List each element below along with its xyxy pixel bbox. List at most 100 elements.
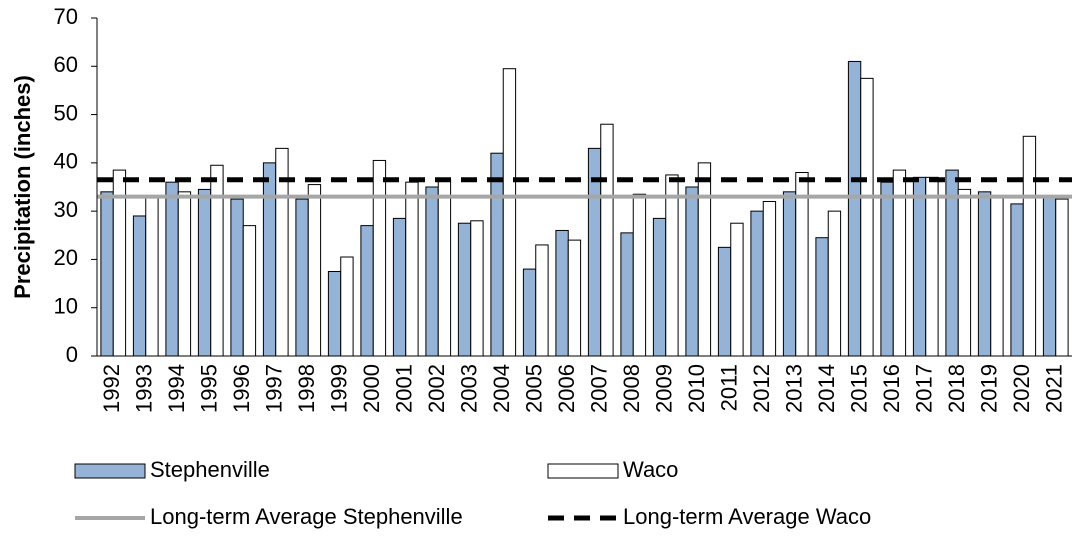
- bar: [600, 123, 614, 357]
- bar: [262, 162, 277, 357]
- bar: [750, 210, 764, 357]
- y-tick-label: 10: [54, 294, 78, 319]
- y-tick-label: 60: [54, 52, 78, 77]
- bar: [535, 244, 549, 357]
- x-tick-label: 2007: [587, 364, 612, 413]
- bar: [1042, 196, 1057, 357]
- x-tick-label: 2012: [749, 364, 774, 413]
- bar: [567, 239, 582, 357]
- bar: [912, 176, 927, 357]
- x-tick-label: 2005: [522, 364, 547, 413]
- x-tick-label: 2015: [847, 364, 872, 413]
- bar: [132, 215, 147, 357]
- x-tick-label: 2018: [944, 364, 969, 413]
- x-tick-label: 1999: [327, 364, 352, 413]
- x-tick-label: 2016: [879, 364, 904, 413]
- bar: [145, 196, 159, 357]
- legend-label: Stephenville: [150, 457, 270, 482]
- bar: [100, 191, 114, 357]
- x-tick-label: 2021: [1042, 364, 1067, 413]
- x-tick-label: 2002: [424, 364, 449, 413]
- bar: [177, 191, 192, 357]
- bar: [665, 174, 679, 357]
- bar: [502, 68, 517, 357]
- x-tick-label: 2006: [554, 364, 579, 413]
- x-tick-label: 1997: [262, 364, 287, 413]
- x-tick-label: 2000: [359, 364, 384, 413]
- x-tick-label: 1992: [99, 364, 124, 413]
- legend-swatch: [547, 463, 619, 479]
- x-tick-label: 2020: [1009, 364, 1034, 413]
- legend-label: Long-term Average Stephenville: [150, 504, 463, 529]
- bar: [957, 188, 972, 357]
- x-tick-label: 2003: [457, 364, 482, 413]
- bar: [1055, 198, 1069, 357]
- bar: [327, 271, 342, 357]
- legend-swatch: [74, 463, 146, 479]
- bar: [685, 186, 699, 357]
- x-tick-label: 2010: [684, 364, 709, 413]
- x-tick-label: 1998: [294, 364, 319, 413]
- bar: [620, 232, 634, 357]
- x-tick-label: 2008: [619, 364, 644, 413]
- y-tick-label: 20: [54, 245, 78, 270]
- bar: [425, 186, 439, 357]
- bar: [977, 191, 992, 357]
- x-tick-label: 2017: [912, 364, 937, 413]
- bar: [437, 179, 452, 357]
- bar: [295, 198, 309, 357]
- y-tick-label: 30: [54, 197, 78, 222]
- y-tick-label: 40: [54, 149, 78, 174]
- bar: [632, 193, 647, 357]
- bar: [555, 229, 569, 357]
- bar: [165, 181, 179, 357]
- bar: [360, 225, 374, 357]
- bar: [815, 237, 829, 357]
- bar: [522, 268, 537, 357]
- bar: [372, 159, 387, 357]
- bar: [457, 222, 472, 357]
- x-tick-label: 2013: [782, 364, 807, 413]
- x-tick-label: 1993: [132, 364, 157, 413]
- bar: [795, 172, 809, 357]
- legend-label: Long-term Average Waco: [623, 504, 871, 529]
- bar: [860, 77, 874, 357]
- bar: [307, 184, 322, 357]
- y-tick-label: 0: [66, 342, 78, 367]
- bar: [880, 181, 894, 357]
- bar: [730, 222, 744, 357]
- bar: [490, 152, 504, 357]
- x-tick-label: 1994: [164, 364, 189, 413]
- bar: [197, 188, 212, 357]
- x-tick-label: 2019: [977, 364, 1002, 413]
- x-tick-label: 1995: [197, 364, 222, 413]
- y-tick-label: 50: [54, 100, 78, 125]
- x-tick-label: 1996: [229, 364, 254, 413]
- y-tick-label: 70: [54, 4, 78, 29]
- bar: [392, 217, 407, 357]
- bar: [1010, 203, 1024, 357]
- bar: [1022, 135, 1037, 357]
- bar: [405, 181, 419, 357]
- x-tick-label: 2014: [814, 364, 839, 413]
- x-tick-label: 2001: [392, 364, 417, 413]
- bar: [340, 256, 354, 357]
- bar: [470, 220, 484, 357]
- y-axis-label: Precipitation (inches): [10, 75, 35, 299]
- bar: [697, 162, 712, 357]
- legend-label: Waco: [623, 457, 678, 482]
- bar: [230, 198, 244, 357]
- bar: [242, 225, 257, 357]
- bar: [210, 164, 224, 357]
- bar: [827, 210, 842, 357]
- bar: [782, 191, 797, 357]
- bar: [652, 217, 667, 357]
- bar: [717, 246, 732, 357]
- x-tick-label: 2011: [717, 364, 742, 411]
- bar: [762, 200, 777, 357]
- x-tick-label: 2009: [652, 364, 677, 413]
- bar: [925, 176, 939, 357]
- bar: [847, 60, 862, 357]
- x-tick-label: 2004: [489, 364, 514, 413]
